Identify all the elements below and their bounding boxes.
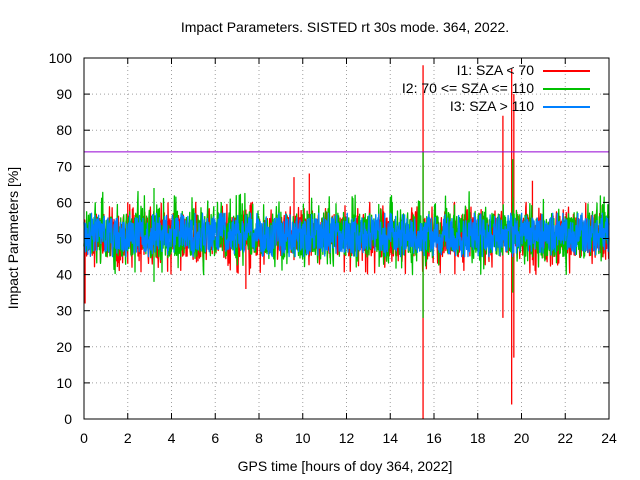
y-tick-label: 100 — [49, 50, 73, 66]
series-line-i3 — [83, 212, 610, 258]
y-tick-label: 20 — [56, 339, 72, 355]
y-tick-label: 40 — [56, 267, 72, 283]
legend-label-i2: I2: 70 <= SZA <= 110 — [402, 80, 534, 96]
y-tick-label: 70 — [56, 158, 72, 174]
y-tick-label: 90 — [56, 86, 72, 102]
x-tick-label: 2 — [124, 430, 132, 446]
legend: I1: SZA < 70 I2: 70 <= SZA <= 110 I3: SZ… — [402, 62, 590, 114]
x-axis-title: GPS time [hours of doy 364, 2022] — [238, 458, 453, 474]
x-tick-label: 16 — [426, 430, 442, 446]
chart-title: Impact Parameters. SISTED rt 30s mode. 3… — [181, 19, 509, 35]
x-tick-label: 24 — [601, 430, 617, 446]
x-tick-label: 6 — [211, 430, 219, 446]
x-tick-label: 14 — [382, 430, 398, 446]
data-series — [83, 65, 610, 419]
y-axis-title: Impact Parameters [%] — [5, 167, 21, 309]
y-tick-label: 60 — [56, 194, 72, 210]
legend-label-i3: I3: SZA > 110 — [450, 98, 534, 114]
x-tick-label: 10 — [295, 430, 311, 446]
y-tick-label: 50 — [56, 231, 72, 247]
x-tick-label: 20 — [514, 430, 530, 446]
y-tick-label: 10 — [56, 375, 72, 391]
legend-label-i1: I1: SZA < 70 — [457, 62, 535, 78]
x-tick-label: 22 — [557, 430, 573, 446]
y-tick-label: 80 — [56, 122, 72, 138]
x-tick-label: 12 — [339, 430, 355, 446]
ticks: 0 2 4 6 8 10 12 14 16 18 20 22 240102030405060708090… — [49, 50, 617, 446]
y-tick-label: 30 — [56, 303, 72, 319]
x-tick-label: 18 — [470, 430, 486, 446]
y-tick-label: 0 — [64, 411, 72, 427]
x-tick-label: 0 — [80, 430, 88, 446]
x-tick-label: 8 — [255, 430, 263, 446]
x-tick-label: 4 — [168, 430, 176, 446]
